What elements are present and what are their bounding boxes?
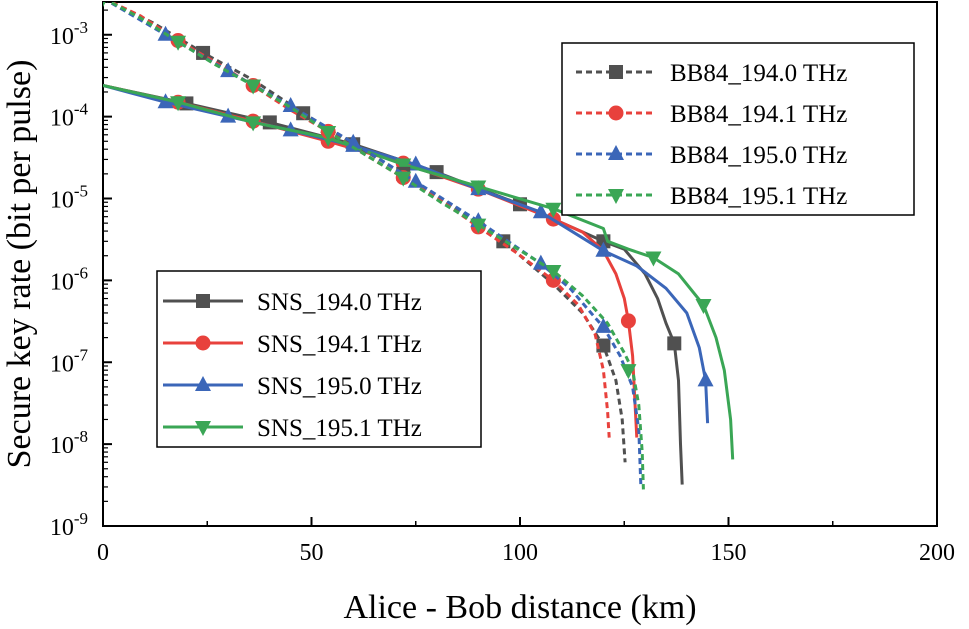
- series-marker: [320, 125, 337, 141]
- y-tick-label-1: 10-8: [50, 427, 88, 459]
- legend-label-1: SNS_194.1 THz: [257, 331, 422, 358]
- series-marker: [595, 241, 612, 257]
- legend-sns: SNS_194.0 THz SNS_194.1 THz SNS_195.0 THz S…: [156, 270, 482, 448]
- legend-bb84: BB84_194.0 THz BB84_194.1 THz BB84_195.0 T…: [561, 42, 915, 216]
- series-marker: [645, 251, 662, 267]
- series-marker: [170, 96, 187, 112]
- series-marker: [620, 364, 637, 380]
- series-marker: [395, 158, 412, 174]
- legend-marker-0: [609, 65, 623, 79]
- y-tick-label-4: 10-5: [50, 182, 88, 214]
- x-tick-label-0: 0: [97, 540, 109, 566]
- series-bb84-195-1-thz: [103, 2, 645, 490]
- series-line: [103, 84, 735, 460]
- series-marker: [470, 218, 487, 234]
- x-tick-label-4: 200: [919, 540, 955, 566]
- y-tick-label-3: 10-6: [50, 263, 88, 295]
- y-tick-label-5: 10-4: [50, 100, 89, 132]
- legend-marker-3: [195, 421, 211, 436]
- y-axis-label: Secure key rate (bit per pulse): [1, 60, 38, 469]
- legend-marker-3: [608, 189, 624, 204]
- legend-label-2: BB84_195.0 THz: [670, 142, 847, 169]
- series-marker: [532, 203, 549, 219]
- series-line: [107, 2, 627, 463]
- series-marker: [245, 79, 262, 95]
- legend-marker-1: [608, 105, 624, 121]
- legend-label-3: SNS_195.1 THz: [257, 415, 422, 442]
- x-axis-label: Alice - Bob distance (km): [343, 589, 696, 626]
- ticks-layer: 0 50 100 150 200 10-9 10-8 10-7 10-6 10-5 10-4 10-3: [50, 9, 955, 566]
- series-marker: [220, 62, 237, 78]
- legend-label-0: SNS_194.0 THz: [257, 289, 422, 316]
- legend-marker-2: [195, 376, 211, 391]
- x-tick-label-2: 100: [502, 540, 538, 566]
- legend-label-1: BB84_194.1 THz: [670, 101, 847, 128]
- legend-marker-1: [195, 335, 211, 351]
- series-marker: [667, 336, 682, 351]
- series-marker: [345, 133, 362, 149]
- series-layer: [103, 2, 735, 490]
- y-tick-label-6: 10-3: [50, 18, 88, 50]
- legend-marker-2: [608, 145, 624, 160]
- series-marker: [245, 116, 262, 132]
- x-tick-label-1: 50: [300, 540, 324, 566]
- series-marker: [620, 313, 636, 329]
- legend-label-2: SNS_195.0 THz: [257, 373, 422, 400]
- series-marker: [170, 35, 187, 51]
- legend-label-3: BB84_195.1 THz: [670, 183, 847, 210]
- legend-label-0: BB84_194.0 THz: [670, 60, 847, 87]
- series-marker: [545, 265, 562, 281]
- series-marker: [470, 180, 487, 196]
- x-tick-label-3: 150: [711, 540, 747, 566]
- y-tick-label-0: 10-9: [50, 509, 88, 541]
- legend-marker-0: [196, 294, 210, 308]
- y-tick-label-2: 10-7: [50, 345, 89, 377]
- series-marker: [695, 299, 712, 315]
- series-marker: [545, 202, 562, 218]
- series-marker: [103, 2, 106, 8]
- series-marker: [395, 171, 412, 187]
- series-marker: [697, 371, 714, 387]
- series-marker: [596, 338, 611, 353]
- series-marker: [595, 317, 612, 333]
